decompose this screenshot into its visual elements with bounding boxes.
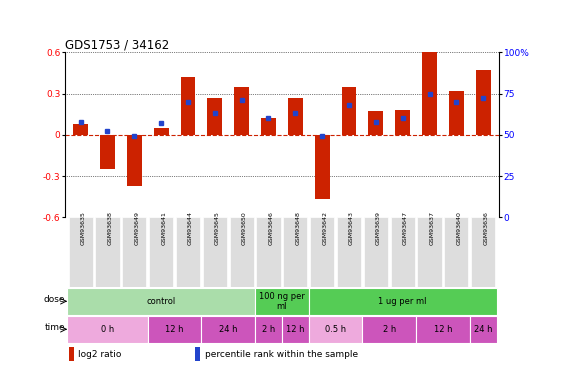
Text: 0.5 h: 0.5 h: [325, 325, 346, 334]
Text: 2 h: 2 h: [383, 325, 396, 334]
Bar: [256, 217, 280, 287]
Bar: [309, 316, 362, 343]
Text: GDS1753 / 34162: GDS1753 / 34162: [65, 38, 169, 51]
Text: GSM93647: GSM93647: [403, 211, 408, 245]
Bar: [73, 124, 88, 135]
Bar: [95, 217, 119, 287]
Text: 24 h: 24 h: [474, 325, 493, 334]
Text: GSM93640: GSM93640: [456, 211, 461, 245]
Bar: [154, 128, 168, 135]
Text: 0 h: 0 h: [101, 325, 114, 334]
Bar: [67, 288, 255, 315]
Text: percentile rank within the sample: percentile rank within the sample: [205, 350, 358, 359]
Bar: [203, 217, 227, 287]
Bar: [195, 348, 200, 362]
Bar: [67, 316, 148, 343]
Text: GSM93635: GSM93635: [81, 211, 86, 245]
Bar: [149, 217, 173, 287]
Bar: [310, 217, 334, 287]
Bar: [362, 316, 416, 343]
Bar: [288, 98, 303, 135]
Text: 100 ng per
ml: 100 ng per ml: [259, 291, 305, 311]
Bar: [470, 316, 496, 343]
Bar: [234, 87, 249, 135]
Text: 24 h: 24 h: [219, 325, 237, 334]
Text: GSM93639: GSM93639: [376, 211, 381, 245]
Bar: [100, 135, 115, 169]
Bar: [364, 217, 388, 287]
Text: GSM93644: GSM93644: [188, 211, 193, 245]
Text: GSM93643: GSM93643: [349, 211, 354, 245]
Bar: [68, 217, 93, 287]
Bar: [417, 217, 442, 287]
Text: control: control: [146, 297, 176, 306]
Text: GSM93637: GSM93637: [430, 211, 435, 245]
Bar: [337, 217, 361, 287]
Text: time: time: [44, 323, 65, 332]
Text: GSM93648: GSM93648: [295, 211, 300, 245]
Bar: [69, 348, 74, 362]
Bar: [122, 217, 146, 287]
Text: dose: dose: [44, 296, 65, 304]
Bar: [449, 91, 464, 135]
Text: GSM93636: GSM93636: [483, 211, 488, 245]
Bar: [390, 217, 415, 287]
Bar: [261, 118, 276, 135]
Bar: [396, 110, 410, 135]
Bar: [181, 77, 195, 135]
Text: GSM93642: GSM93642: [322, 211, 327, 245]
Text: 12 h: 12 h: [165, 325, 184, 334]
Bar: [283, 217, 307, 287]
Bar: [255, 288, 309, 315]
Text: 1 ug per ml: 1 ug per ml: [379, 297, 427, 306]
Text: GSM93638: GSM93638: [108, 211, 112, 245]
Bar: [201, 316, 255, 343]
Bar: [444, 217, 468, 287]
Text: log2 ratio: log2 ratio: [79, 350, 122, 359]
Bar: [471, 217, 495, 287]
Bar: [148, 316, 201, 343]
Bar: [315, 135, 329, 200]
Bar: [282, 316, 309, 343]
Text: GSM93645: GSM93645: [215, 211, 220, 245]
Text: GSM93646: GSM93646: [269, 211, 273, 245]
Bar: [476, 70, 490, 135]
Bar: [422, 50, 437, 135]
Bar: [416, 316, 470, 343]
Bar: [127, 135, 142, 186]
Text: GSM93650: GSM93650: [242, 211, 247, 244]
Bar: [176, 217, 200, 287]
Text: 12 h: 12 h: [286, 325, 305, 334]
Text: 12 h: 12 h: [434, 325, 452, 334]
Bar: [229, 217, 254, 287]
Text: GSM93649: GSM93649: [134, 211, 139, 245]
Bar: [255, 316, 282, 343]
Bar: [342, 87, 356, 135]
Bar: [309, 288, 496, 315]
Bar: [208, 98, 222, 135]
Text: 2 h: 2 h: [262, 325, 275, 334]
Bar: [369, 111, 383, 135]
Text: GSM93641: GSM93641: [161, 211, 166, 245]
